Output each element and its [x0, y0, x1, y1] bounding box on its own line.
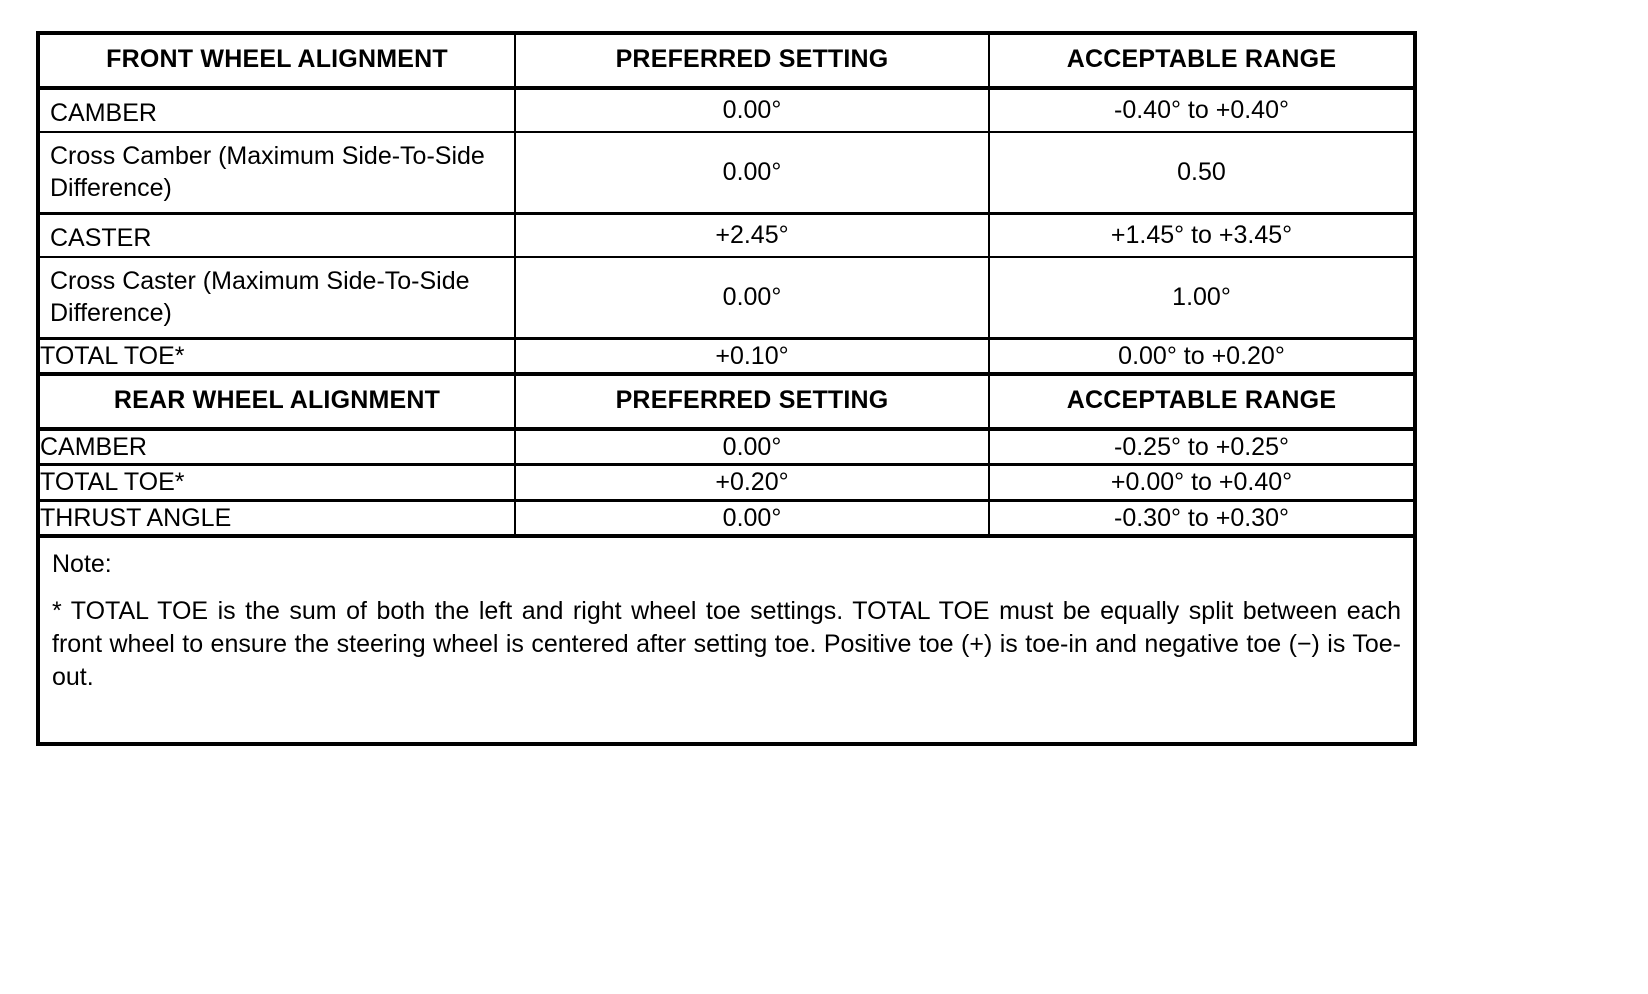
- front-section-header-preferred: PREFERRED SETTING: [514, 31, 990, 90]
- row-range-rear-camber: -0.25° to +0.25°: [988, 427, 1416, 466]
- table-row-note: Note: * TOTAL TOE is the sum of both the…: [37, 534, 1416, 745]
- camber-group-preferred-cell: 0.00° 0.00°: [514, 86, 990, 215]
- table-row-front-total-toe: TOTAL TOE* +0.10° 0.00° to +0.20°: [37, 336, 1416, 376]
- front-section-header-range: ACCEPTABLE RANGE: [988, 31, 1416, 90]
- row-preferred-cross-camber: 0.00°: [722, 157, 782, 186]
- row-preferred-caster: +2.45°: [516, 215, 988, 258]
- wheel-alignment-specification-table: FRONT WHEEL ALIGNMENT PREFERRED SETTING …: [36, 31, 1417, 746]
- row-label-caster: CASTER: [40, 215, 514, 258]
- row-label-thrust-angle: THRUST ANGLE: [37, 498, 516, 538]
- row-preferred-front-total-toe: +0.10°: [514, 336, 990, 376]
- row-range-caster: +1.45° to +3.45°: [990, 215, 1413, 258]
- front-section-header-label: FRONT WHEEL ALIGNMENT: [37, 31, 516, 90]
- table-row-caster-group: CASTER Cross Caster (Maximum Side-To-Sid…: [37, 211, 1416, 340]
- row-preferred-thrust-angle: 0.00°: [514, 498, 990, 538]
- front-section-header-row: FRONT WHEEL ALIGNMENT PREFERRED SETTING …: [37, 31, 1416, 90]
- caster-group-label-cell: CASTER Cross Caster (Maximum Side-To-Sid…: [37, 211, 516, 340]
- row-range-thrust-angle: -0.30° to +0.30°: [988, 498, 1416, 538]
- row-label-cross-caster: Cross Caster (Maximum Side-To-Side Diffe…: [50, 266, 470, 328]
- row-preferred-rear-camber: 0.00°: [514, 427, 990, 466]
- row-label-rear-camber: CAMBER: [37, 427, 516, 466]
- note-heading: Note:: [52, 550, 112, 578]
- row-label-camber: CAMBER: [40, 90, 514, 133]
- spec-table: FRONT WHEEL ALIGNMENT PREFERRED SETTING …: [36, 31, 1417, 746]
- row-range-camber: -0.40° to +0.40°: [990, 90, 1413, 133]
- row-range-rear-total-toe: +0.00° to +0.40°: [988, 463, 1416, 502]
- table-row-rear-total-toe: TOTAL TOE* +0.20° +0.00° to +0.40°: [37, 463, 1416, 502]
- row-label-cross-camber: Cross Camber (Maximum Side-To-Side Diffe…: [50, 141, 485, 203]
- row-range-cross-caster: 1.00°: [1172, 282, 1231, 311]
- rear-section-header-row: REAR WHEEL ALIGNMENT PREFERRED SETTING A…: [37, 372, 1416, 431]
- rear-section-header-label: REAR WHEEL ALIGNMENT: [37, 372, 516, 431]
- rear-section-header-preferred: PREFERRED SETTING: [514, 372, 990, 431]
- table-row-thrust-angle: THRUST ANGLE 0.00° -0.30° to +0.30°: [37, 498, 1416, 538]
- table-row-rear-camber: CAMBER 0.00° -0.25° to +0.25°: [37, 427, 1416, 466]
- row-preferred-cross-caster: 0.00°: [722, 282, 782, 311]
- row-preferred-camber: 0.00°: [516, 90, 988, 133]
- rear-section-header-range: ACCEPTABLE RANGE: [988, 372, 1416, 431]
- row-range-front-total-toe: 0.00° to +0.20°: [988, 336, 1416, 376]
- camber-group-label-cell: CAMBER Cross Camber (Maximum Side-To-Sid…: [37, 86, 516, 215]
- note-body: * TOTAL TOE is the sum of both the left …: [52, 596, 1401, 692]
- caster-group-range-cell: +1.45° to +3.45° 1.00°: [988, 211, 1416, 340]
- row-preferred-rear-total-toe: +0.20°: [514, 463, 990, 502]
- row-label-front-total-toe: TOTAL TOE*: [37, 336, 516, 376]
- row-range-cross-camber: 0.50: [1177, 157, 1226, 186]
- row-label-rear-total-toe: TOTAL TOE*: [37, 463, 516, 502]
- note-cell: Note: * TOTAL TOE is the sum of both the…: [37, 534, 1416, 745]
- table-row-camber-group: CAMBER Cross Camber (Maximum Side-To-Sid…: [37, 86, 1416, 215]
- camber-group-range-cell: -0.40° to +0.40° 0.50: [988, 86, 1416, 215]
- caster-group-preferred-cell: +2.45° 0.00°: [514, 211, 990, 340]
